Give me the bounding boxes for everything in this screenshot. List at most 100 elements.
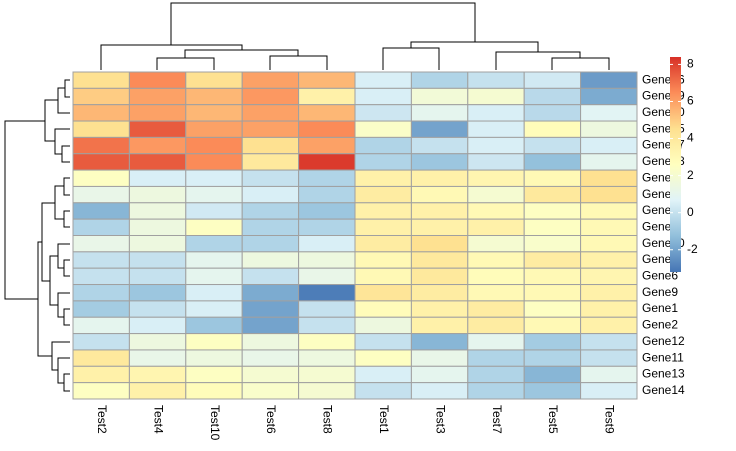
heatmap-cell [523, 218, 582, 236]
heatmap-cell [354, 284, 412, 302]
heatmap-cell [410, 267, 469, 286]
heatmap-cell [72, 284, 130, 302]
row-label: Gene4 [642, 170, 678, 184]
heatmap-cell [185, 235, 243, 253]
colorbar-tick-label: 2 [687, 168, 694, 182]
heatmap-cell [354, 218, 412, 236]
heatmap-cell [580, 218, 638, 236]
heatmap-cell [72, 153, 130, 171]
heatmap-cell [354, 87, 412, 106]
heatmap-cell [523, 251, 582, 269]
heatmap-cell [354, 300, 412, 318]
heatmap-cell [410, 284, 469, 302]
heatmap-cell [128, 365, 187, 384]
heatmap-cell [241, 185, 300, 204]
heatmap-cell [185, 136, 243, 155]
heatmap-cell [580, 120, 638, 138]
heatmap-cell [354, 333, 412, 351]
heatmap-cell [354, 251, 412, 269]
column-label: Test10 [208, 405, 222, 441]
heatmap-cell [72, 120, 130, 138]
heatmap-cell [298, 365, 356, 384]
heatmap-cell [185, 251, 243, 269]
heatmap-cell [298, 251, 356, 269]
heatmap-cell [523, 300, 582, 318]
heatmap-cell [410, 87, 469, 106]
colorbar-tick-label: 4 [687, 131, 694, 145]
heatmap-cell [523, 316, 582, 335]
column-label: Test1 [377, 405, 391, 434]
heatmap-cell [410, 104, 469, 122]
heatmap-cell [467, 235, 525, 253]
heatmap-cell [580, 87, 638, 106]
heatmap-cell [241, 235, 300, 253]
column-label: Test4 [151, 405, 165, 434]
heatmap-cell [410, 251, 469, 269]
heatmap-cell [523, 87, 582, 106]
heatmap-cell [128, 185, 187, 204]
heatmap-cell [72, 235, 130, 253]
heatmap-cell [467, 333, 525, 351]
heatmap-cell [128, 382, 187, 400]
heatmap-cell [298, 120, 356, 138]
column-label: Test9 [603, 405, 617, 434]
row-label: Gene8 [642, 219, 678, 233]
heatmap-cell [354, 349, 412, 367]
heatmap-cell [72, 365, 130, 384]
heatmap-cell [241, 136, 300, 155]
heatmap-cell [523, 153, 582, 171]
heatmap-cell [241, 251, 300, 269]
heatmap-cell [298, 104, 356, 122]
heatmap-cell [241, 153, 300, 171]
heatmap-cell [128, 349, 187, 367]
heatmap-cell [298, 349, 356, 367]
heatmap-cell [185, 300, 243, 318]
heatmap-cell [354, 136, 412, 155]
row-label: Gene3 [642, 203, 678, 217]
heatmap-cell [241, 382, 300, 400]
heatmap-cell [241, 316, 300, 335]
heatmap-cell [185, 185, 243, 204]
heatmap-cell [354, 267, 412, 286]
heatmap-cell [467, 185, 525, 204]
heatmap-cell [467, 87, 525, 106]
heatmap-cell [298, 267, 356, 286]
heatmap-cell [354, 316, 412, 335]
heatmap-cell [185, 284, 243, 302]
heatmap-cell [185, 267, 243, 286]
row-label: Gene7 [642, 187, 678, 201]
heatmap-cell [580, 349, 638, 367]
heatmap-cell [72, 333, 130, 351]
heatmap-cell [185, 104, 243, 122]
colorbar-tick-label: 8 [687, 57, 694, 71]
heatmap-cell [410, 169, 469, 187]
heatmap-cell [580, 300, 638, 318]
heatmap-cell [128, 316, 187, 335]
heatmap-cell [467, 71, 525, 89]
row-label: Gene1 [642, 301, 678, 315]
heatmap-cell [128, 300, 187, 318]
heatmap-cell [128, 251, 187, 269]
heatmap-cell [467, 300, 525, 318]
row-dendrogram [4, 79, 70, 392]
heatmap-cell [298, 382, 356, 400]
row-label: Gene13 [642, 367, 685, 381]
colorbar-tick-label: 0 [687, 205, 694, 219]
column-label: Test8 [321, 405, 335, 434]
heatmap-cell [354, 120, 412, 138]
heatmap-cell [72, 349, 130, 367]
heatmap-cell [185, 87, 243, 106]
heatmap-cell [298, 136, 356, 155]
heatmap-cell [241, 104, 300, 122]
heatmap-cell [185, 120, 243, 138]
heatmap-cell [523, 120, 582, 138]
heatmap-cell [298, 169, 356, 187]
heatmap-cell [298, 300, 356, 318]
heatmap-cell [410, 153, 469, 171]
heatmap-cell [128, 71, 187, 89]
heatmap-cell [72, 251, 130, 269]
heatmap-cell [467, 267, 525, 286]
heatmap-cell [580, 333, 638, 351]
heatmap-cell [241, 267, 300, 286]
